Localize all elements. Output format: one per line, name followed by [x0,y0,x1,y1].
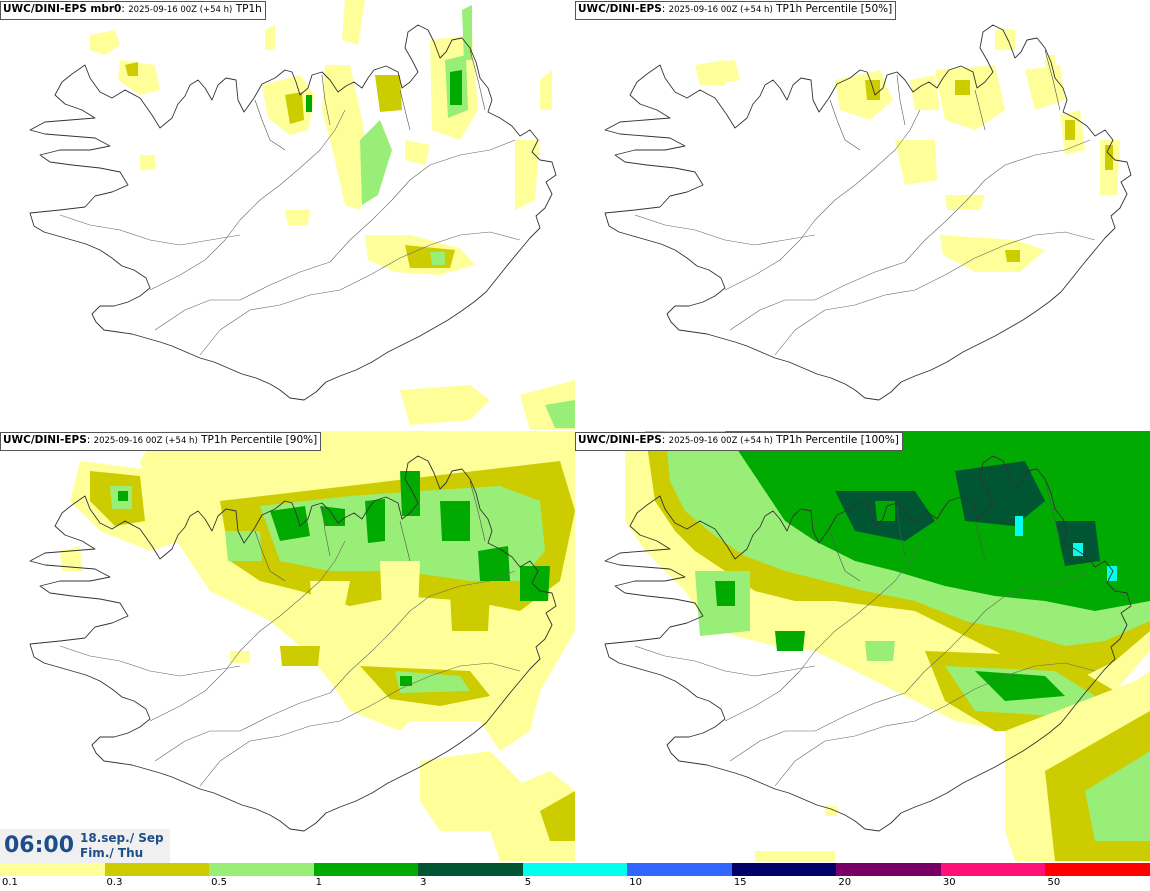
map-panel-mbr0: UWC/DINI-EPS mbr0: 2025-09-16 00Z (+54 h… [0,0,575,430]
run-info: 2025-09-16 00Z (+54 h) [93,436,198,446]
colorbar-swatch [731,863,838,876]
map-panel-p100: UWC/DINI-EPS: 2025-09-16 00Z (+54 h) TP1… [575,431,1150,861]
colorbar-label: 20 [838,877,852,888]
colorbar-swatch [418,863,524,876]
panel-title: UWC/DINI-EPS: 2025-09-16 00Z (+54 h) TP1… [575,1,897,20]
valid-time: 06:00 [4,833,75,858]
precip-colorbar: 0.1 0.3 0.5 1 3 5 10 15 20 30 50 [0,863,1150,891]
colorbar-swatch [104,863,211,876]
precip-map-p90 [29,431,575,861]
valid-date-line1: 18.sep./ Sep [80,831,164,845]
panel-title: UWC/DINI-EPS mbr0: 2025-09-16 00Z (+54 h… [0,1,266,20]
field-name: TP1h Percentile [50%] [776,3,893,15]
model-name: UWC/DINI-EPS [3,434,87,446]
colorbar-label: 5 [524,877,532,888]
precip-map-p100 [604,431,1150,861]
colorbar-label: 10 [629,877,642,888]
colorbar-swatch [0,863,106,876]
precip-map-mbr0 [29,0,575,430]
valid-time-box: 06:00 18.sep./ Sep Fim./ Thu [0,829,170,863]
field-name: TP1h [235,3,262,15]
precip-map-p50 [604,24,1132,401]
map-panel-p50: UWC/DINI-EPS: 2025-09-16 00Z (+54 h) TP1… [575,0,1150,430]
colorbar-swatch [836,863,942,876]
valid-date-line2: Fim./ Thu [80,846,144,860]
model-name: UWC/DINI-EPS mbr0 [3,3,122,15]
colorbar-swatch [522,863,629,876]
panel-title: UWC/DINI-EPS: 2025-09-16 00Z (+54 h) TP1… [575,432,903,451]
colorbar-swatch [940,863,1047,876]
field-name: TP1h Percentile [90%] [201,434,318,446]
valid-date: 18.sep./ Sep Fim./ Thu [80,831,164,861]
colorbar-label: 15 [733,877,747,888]
colorbar-label: 30 [942,877,956,888]
colorbar-label: 0.1 [2,877,18,888]
colorbar-swatch [1045,863,1150,876]
model-name: UWC/DINI-EPS [578,434,662,446]
colorbar-label: 50 [1047,877,1061,888]
colorbar-label: 0.3 [106,877,123,888]
field-name: TP1h Percentile [100%] [776,434,899,446]
panel-title: UWC/DINI-EPS: 2025-09-16 00Z (+54 h) TP1… [0,432,322,451]
run-info: 2025-09-16 00Z (+54 h) [128,5,233,15]
model-name: UWC/DINI-EPS [578,3,662,15]
colorbar-swatch [313,863,420,876]
colorbar-label: 1 [315,877,322,888]
colorbar-swatch [209,863,315,876]
colorbar-label: 0.5 [211,877,227,888]
run-info: 2025-09-16 00Z (+54 h) [668,5,773,15]
colorbar-swatch [627,863,733,876]
map-panel-p90: UWC/DINI-EPS: 2025-09-16 00Z (+54 h) TP1… [0,431,575,861]
run-info: 2025-09-16 00Z (+54 h) [668,436,773,446]
colorbar-label: 3 [420,877,427,888]
